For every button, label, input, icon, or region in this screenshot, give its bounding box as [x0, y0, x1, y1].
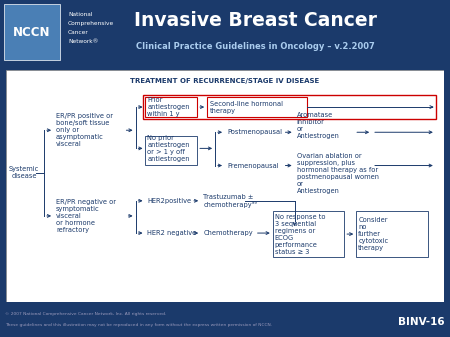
Text: Network®: Network® — [68, 39, 99, 44]
FancyBboxPatch shape — [207, 97, 306, 117]
Text: Clinical Practice Guidelines in Oncology – v.2.2007: Clinical Practice Guidelines in Oncology… — [135, 41, 374, 51]
Text: HER2 negative: HER2 negative — [148, 230, 197, 236]
Text: Comprehensive: Comprehensive — [68, 21, 114, 26]
FancyBboxPatch shape — [356, 211, 428, 257]
Text: Invasive Breast Cancer: Invasive Breast Cancer — [134, 10, 377, 30]
Text: NCCN: NCCN — [13, 26, 51, 38]
FancyBboxPatch shape — [145, 136, 197, 164]
Text: These guidelines and this illustration may not be reproduced in any form without: These guidelines and this illustration m… — [5, 323, 272, 327]
Text: Consider
no
further
cytotoxic
therapy: Consider no further cytotoxic therapy — [358, 217, 388, 251]
Text: HER2positive: HER2positive — [148, 198, 192, 204]
FancyBboxPatch shape — [6, 70, 444, 302]
Text: No prior
antiestrogen
or > 1 y off
antiestrogen: No prior antiestrogen or > 1 y off antie… — [148, 135, 190, 162]
Text: Systemic
disease: Systemic disease — [9, 166, 39, 179]
Text: Prior
antiestrogen
within 1 y: Prior antiestrogen within 1 y — [148, 97, 190, 117]
Bar — [144, 95, 436, 119]
Text: Postmenopausal: Postmenopausal — [227, 129, 282, 135]
Text: BINV-16: BINV-16 — [398, 317, 445, 327]
Text: ER/PR negative or
symptomatic
visceral
or hormone
refractory: ER/PR negative or symptomatic visceral o… — [56, 199, 116, 233]
Text: © 2007 National Comprehensive Cancer Network, Inc. All rights reserved.: © 2007 National Comprehensive Cancer Net… — [5, 312, 166, 316]
Text: TREATMENT OF RECURRENCE/STAGE IV DISEASE: TREATMENT OF RECURRENCE/STAGE IV DISEASE — [130, 78, 320, 84]
Text: Premenopausal: Premenopausal — [227, 162, 279, 168]
Text: Cancer: Cancer — [68, 30, 89, 35]
FancyBboxPatch shape — [273, 211, 344, 257]
Text: Trastuzumab ±
chemotherapy⁹⁹: Trastuzumab ± chemotherapy⁹⁹ — [203, 194, 257, 208]
Text: Second-line hormonal
therapy: Second-line hormonal therapy — [210, 100, 283, 114]
FancyBboxPatch shape — [145, 97, 197, 117]
Text: Aromatase
inhibitor
or
Antiestrogen: Aromatase inhibitor or Antiestrogen — [297, 112, 339, 139]
Text: National: National — [68, 12, 93, 17]
Text: ER/PR positive or
bone/soft tissue
only or
asymptomatic
visceral: ER/PR positive or bone/soft tissue only … — [56, 113, 113, 147]
Text: Chemotherapy: Chemotherapy — [203, 230, 253, 236]
Text: Ovarian ablation or
suppression, plus
hormonal therapy as for
postmenopausal wom: Ovarian ablation or suppression, plus ho… — [297, 153, 378, 194]
FancyBboxPatch shape — [4, 4, 60, 60]
Text: No response to
3 sequential
regimens or
ECOG
performance
status ≥ 3: No response to 3 sequential regimens or … — [274, 214, 325, 254]
